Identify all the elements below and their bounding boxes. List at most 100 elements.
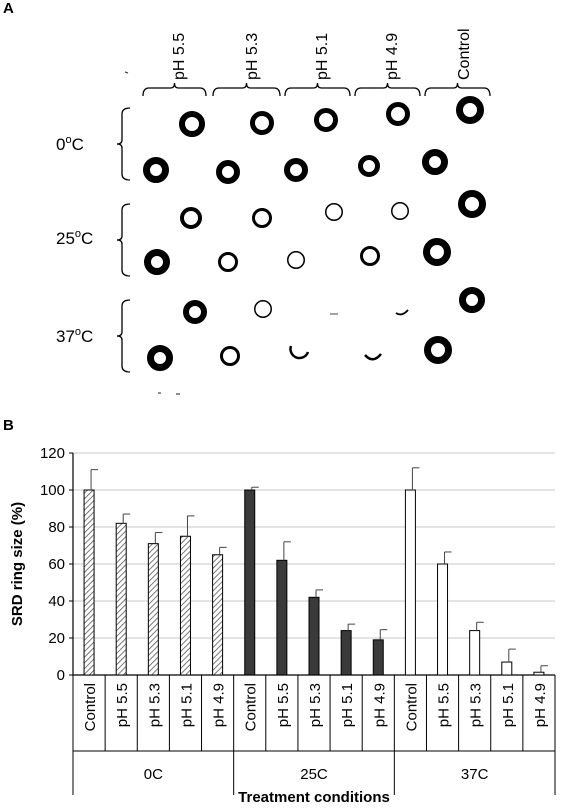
bar xyxy=(308,596,320,676)
precipitin-ring xyxy=(254,300,272,318)
category-label: pH 5.5 xyxy=(114,683,131,727)
bar xyxy=(469,630,481,676)
category-label: pH 5.1 xyxy=(500,683,517,727)
row-unit: C xyxy=(81,229,93,248)
category-label: pH 5.3 xyxy=(307,683,324,727)
faint-mark xyxy=(124,71,129,74)
group-label: 37C xyxy=(461,766,489,783)
column-bracket xyxy=(142,82,207,97)
precipitin-ring xyxy=(287,251,305,269)
bar xyxy=(244,489,256,676)
category-label: Control xyxy=(403,683,420,731)
y-tick-label: 20 xyxy=(48,630,65,647)
category-label: pH 5.5 xyxy=(436,683,453,727)
precipitin-ring xyxy=(179,111,205,137)
column-bracket xyxy=(354,82,421,97)
row-label: 0oC xyxy=(56,134,84,154)
precipitin-ring xyxy=(144,249,170,275)
precipitin-ring xyxy=(459,287,485,313)
precipitin-ring xyxy=(422,149,448,175)
precipitin-ring xyxy=(218,252,238,272)
category-label: pH 4.9 xyxy=(211,683,228,727)
bar xyxy=(179,535,191,676)
degree-mark: o xyxy=(75,228,81,240)
bar xyxy=(147,543,159,676)
x-axis-title: Treatment conditions xyxy=(238,789,390,806)
precipitin-ring xyxy=(325,203,343,221)
faint-ring xyxy=(395,309,409,316)
row-bracket xyxy=(116,299,131,373)
category-label: Control xyxy=(82,683,99,731)
category-label: pH 4.9 xyxy=(371,683,388,727)
y-axis-title: SRD ring size (%) xyxy=(9,502,26,626)
precipitin-ring xyxy=(147,345,173,371)
row-bracket xyxy=(116,203,131,277)
precipitin-ring xyxy=(180,207,202,229)
precipitin-ring xyxy=(458,190,486,218)
column-bracket xyxy=(212,82,281,97)
bar xyxy=(115,522,127,676)
group-label: 0C xyxy=(144,766,163,783)
row-unit: C xyxy=(72,135,84,154)
precipitin-ring xyxy=(314,108,338,132)
category-label: pH 4.9 xyxy=(532,683,549,727)
column-bracket xyxy=(424,82,491,97)
column-label: pH 5.1 xyxy=(314,33,331,80)
column-label: pH 5.3 xyxy=(244,33,261,80)
precipitin-ring xyxy=(456,96,484,124)
row-unit: C xyxy=(81,327,93,346)
category-label: Control xyxy=(243,683,260,731)
precipitin-ring xyxy=(386,102,410,126)
precipitin-ring xyxy=(284,158,308,182)
category-label: pH 5.3 xyxy=(146,683,163,727)
precipitin-ring xyxy=(360,246,380,266)
bar xyxy=(212,554,224,676)
row-bracket xyxy=(116,107,131,181)
bar xyxy=(533,671,545,676)
column-label: pH 4.9 xyxy=(384,33,401,80)
category-label: pH 5.1 xyxy=(178,683,195,727)
bar xyxy=(372,639,384,676)
y-tick-label: 40 xyxy=(48,593,65,610)
precipitin-ring xyxy=(358,155,380,177)
y-tick-label: 60 xyxy=(48,556,65,573)
y-tick-label: 100 xyxy=(40,482,65,499)
row-temp: 37 xyxy=(56,327,75,346)
column-label: pH 5.5 xyxy=(171,33,188,80)
faint-ring xyxy=(289,345,310,360)
precipitin-ring xyxy=(424,336,452,364)
y-tick-label: 120 xyxy=(40,445,65,462)
precipitin-ring xyxy=(423,238,451,266)
faint-ring xyxy=(364,353,382,361)
category-label: pH 5.1 xyxy=(339,683,356,727)
ring-assay-photo: pH 5.5 pH 5.3 pH 5.1 pH 4.9 Control0oC25oC37… xyxy=(56,28,491,395)
bar xyxy=(404,489,416,676)
bar xyxy=(340,630,352,676)
row-temp: 25 xyxy=(56,229,75,248)
y-tick-label: 80 xyxy=(48,519,65,536)
category-label: pH 5.5 xyxy=(275,683,292,727)
bar xyxy=(437,563,449,676)
panel-a-label: A xyxy=(3,0,14,17)
group-label: 25C xyxy=(300,766,328,783)
bar xyxy=(276,559,288,676)
bar xyxy=(83,489,95,676)
precipitin-ring xyxy=(220,346,240,366)
degree-mark: o xyxy=(65,134,71,146)
bar xyxy=(501,661,513,676)
precipitin-ring xyxy=(252,208,272,228)
degree-mark: o xyxy=(75,326,81,338)
row-label: 25oC xyxy=(56,228,93,248)
row-temp: 0 xyxy=(56,135,65,154)
category-label: pH 5.3 xyxy=(468,683,485,727)
row-label: 37oC xyxy=(56,326,93,346)
column-bracket xyxy=(284,82,351,97)
precipitin-ring xyxy=(183,300,207,324)
column-label: Control xyxy=(456,28,473,80)
panel-b-label: B xyxy=(3,417,14,434)
precipitin-ring xyxy=(216,160,240,184)
precipitin-ring xyxy=(143,157,169,183)
precipitin-ring xyxy=(391,202,409,220)
y-tick-label: 0 xyxy=(57,667,65,684)
